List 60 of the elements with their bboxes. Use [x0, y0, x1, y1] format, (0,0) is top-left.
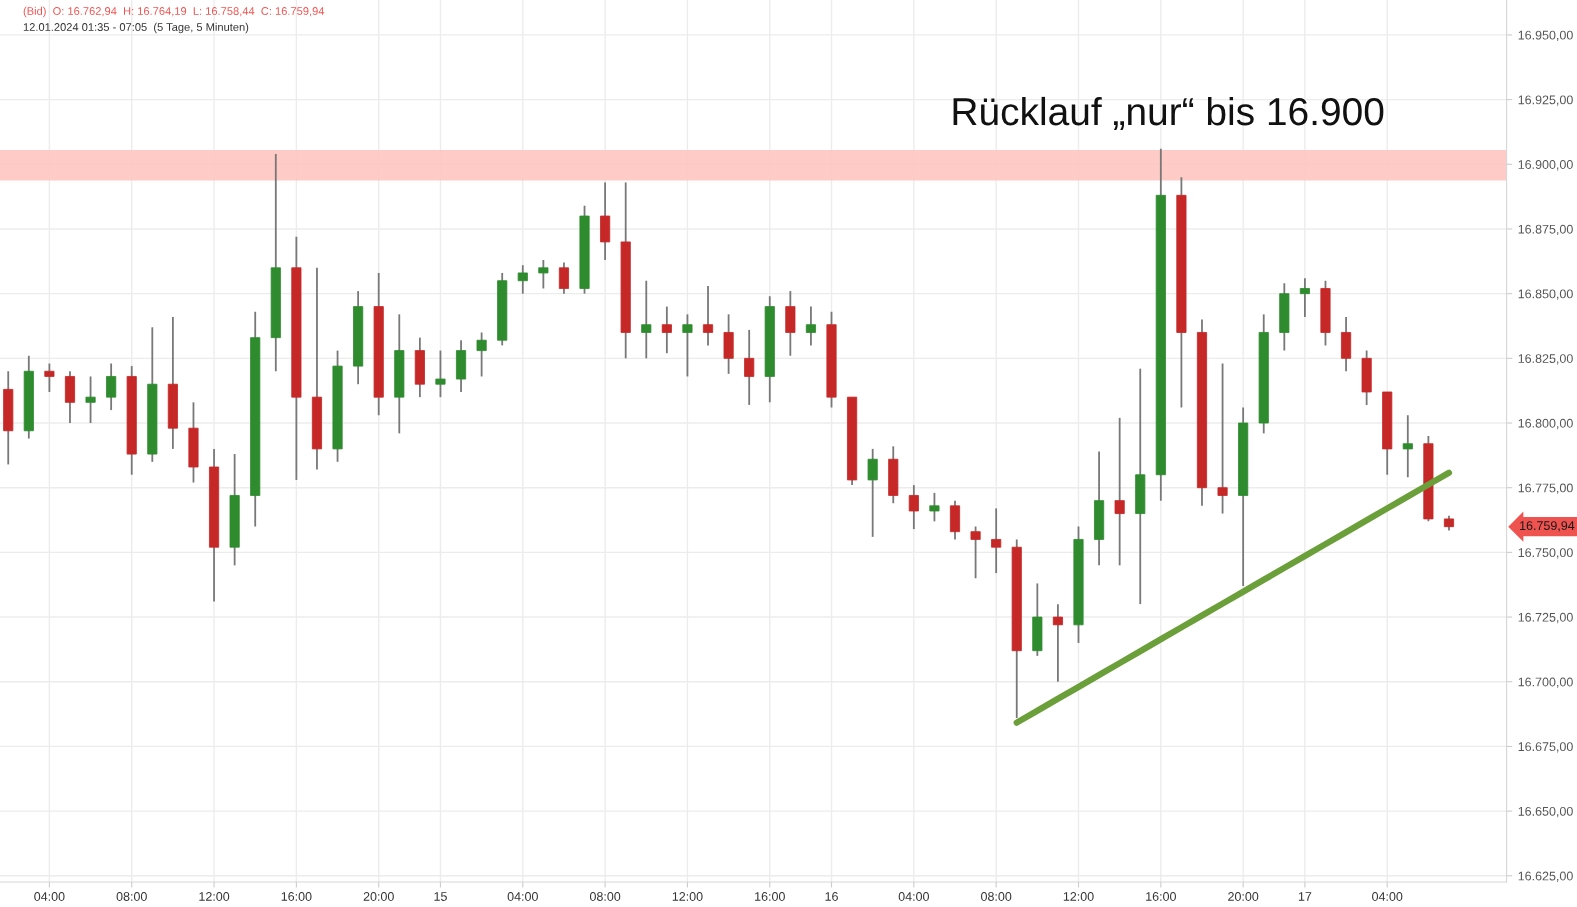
candlestick	[558, 261, 569, 295]
candlestick	[702, 284, 714, 347]
x-tick-label: 16	[825, 892, 838, 901]
x-tick-label: 08:00	[981, 892, 1012, 901]
y-tick-label: 16.875,00	[1518, 224, 1573, 236]
x-tick-label: 16:00	[281, 892, 312, 901]
text: (Bid) O: 16.762,94 H: 16.764,19 L: 16.758,44 C: 16.759,94	[23, 6, 325, 18]
candlestick	[538, 259, 549, 290]
candlestick	[1114, 416, 1125, 567]
text: 16.759,94	[1520, 521, 1575, 532]
y-tick-label: 16.700,00	[1518, 677, 1573, 688]
candlestick	[908, 484, 919, 531]
x-tick-label: 04:00	[898, 892, 929, 901]
x-tick-label: 16:00	[1146, 892, 1176, 901]
x-tick-label: 04:00	[507, 892, 538, 901]
x-tick-label: 16:00	[755, 892, 785, 901]
candlestick	[1217, 362, 1228, 515]
x-tick-label: 08:00	[589, 892, 621, 901]
x-tick-label: 04:00	[34, 892, 65, 901]
y-tick-label: 16.825,00	[1518, 354, 1573, 365]
candlestick	[1402, 414, 1413, 479]
x-tick-label: 12:00	[672, 892, 703, 901]
x-tick-label: 04:00	[1372, 892, 1403, 901]
y-tick-label: 16.950,00	[1518, 30, 1573, 42]
candlestick	[1052, 603, 1063, 683]
band-label: Rücklauf „nur“ bis 16.900	[953, 96, 1384, 131]
y-tick-label: 16.775,00	[1518, 483, 1573, 494]
x-tick-label: 17	[1298, 892, 1312, 901]
candlestick	[805, 305, 816, 347]
y-tick-label: 16.650,00	[1518, 806, 1573, 818]
candlestick	[744, 328, 755, 406]
candlestick	[929, 491, 940, 523]
x-tick-label: 15	[434, 892, 447, 901]
y-tick-label: 16.750,00	[1518, 548, 1573, 559]
y-tick-label: 16.675,00	[1518, 742, 1573, 753]
text: 12.01.2024 01:35 - 07:05 (5 Tage, 5 Minuten)	[23, 22, 249, 34]
candlestick	[970, 525, 981, 580]
candlestick	[517, 264, 528, 295]
candlestick	[867, 447, 878, 538]
y-tick-label: 16.725,00	[1518, 612, 1573, 624]
x-tick-label: 20:00	[1228, 892, 1259, 901]
candlestick	[991, 507, 1002, 574]
candlestick	[682, 313, 693, 378]
candlestick	[85, 375, 96, 424]
candlestick	[476, 331, 487, 378]
x-tick-label: 20:00	[363, 892, 394, 901]
candlestick	[44, 362, 55, 393]
y-tick-label: 16.625,00	[1518, 871, 1573, 882]
x-tick-label: 12:00	[199, 892, 230, 901]
candlestick	[1299, 277, 1310, 318]
x-tick-label: 12:00	[1063, 892, 1094, 901]
candlestick	[435, 349, 446, 399]
x-tick-label: 08:00	[116, 892, 147, 901]
candlestick	[661, 305, 672, 355]
y-tick-label: 16.925,00	[1518, 95, 1573, 106]
candlestick	[641, 279, 652, 360]
y-tick-label: 16.850,00	[1518, 289, 1573, 300]
y-tick-label: 16.800,00	[1518, 418, 1573, 430]
y-tick-label: 16.900,00	[1518, 160, 1573, 171]
candlestick	[106, 362, 117, 411]
